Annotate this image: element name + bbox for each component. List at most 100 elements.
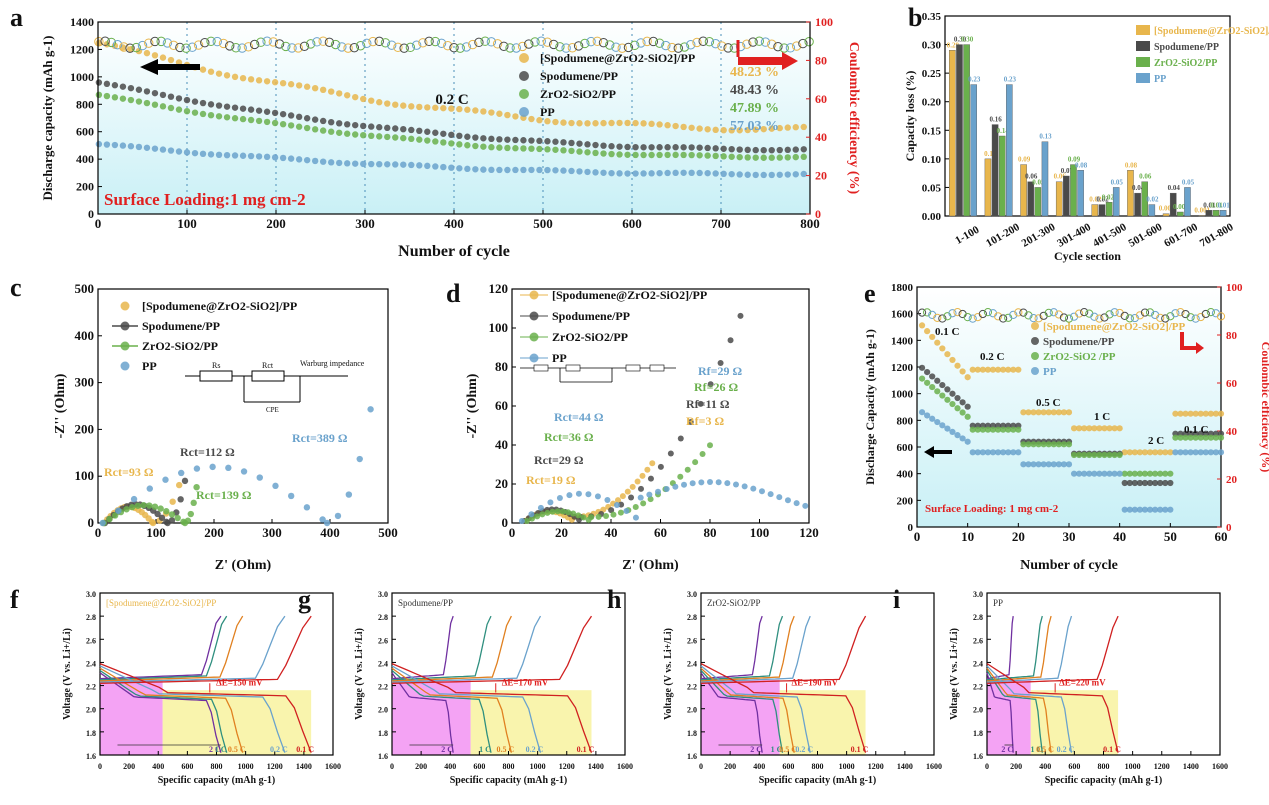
capacity-point bbox=[287, 81, 295, 88]
x-tick-label: 500 bbox=[378, 525, 398, 540]
retention-label: 48.43 % bbox=[730, 83, 779, 98]
capacity-point bbox=[1065, 409, 1073, 416]
capacity-point bbox=[496, 166, 503, 174]
nyquist-point bbox=[178, 469, 185, 477]
capacity-point bbox=[424, 104, 431, 111]
x-tick-label: 1000 bbox=[1125, 762, 1141, 771]
x-axis-title: Cycle section bbox=[1054, 249, 1121, 263]
capacity-point bbox=[1010, 449, 1017, 456]
capacity-point bbox=[560, 139, 567, 146]
bar bbox=[1205, 210, 1213, 217]
capacity-point bbox=[408, 126, 415, 134]
capacity-point bbox=[949, 390, 956, 397]
efficiency-point bbox=[917, 308, 927, 317]
capacity-point bbox=[1106, 425, 1113, 432]
capacity-point bbox=[1212, 410, 1220, 417]
nyquist-point bbox=[134, 502, 142, 509]
capacity-point bbox=[319, 127, 327, 134]
c1-region bbox=[987, 679, 1031, 755]
capacity-point bbox=[918, 364, 926, 371]
x-tick-label: 500 bbox=[533, 216, 553, 231]
capacity-point bbox=[568, 147, 575, 155]
efficiency-point bbox=[181, 43, 191, 53]
capacity-point bbox=[969, 366, 976, 373]
capacity-point bbox=[592, 149, 599, 157]
capacity-point bbox=[384, 133, 391, 141]
capacity-point bbox=[528, 166, 535, 174]
efficiency-point bbox=[611, 42, 621, 52]
efficiency-point bbox=[150, 36, 160, 47]
legend-label: [Spodumene@ZrO2-SiO2]/PP bbox=[540, 51, 695, 65]
panel-e: e0 10 20 30 40 50 6002004006008001000120014001… bbox=[863, 279, 1269, 573]
capacity-point bbox=[924, 328, 931, 335]
capacity-point bbox=[335, 129, 343, 136]
y-tick-label: 0.35 bbox=[922, 11, 942, 23]
efficiency-point bbox=[125, 43, 135, 53]
efficiency-point bbox=[542, 37, 553, 47]
capacity-point bbox=[143, 88, 151, 95]
y-tick-label: 1400 bbox=[70, 15, 94, 29]
nyquist-point bbox=[715, 479, 722, 486]
rct-label: Rct=112 Ω bbox=[180, 445, 235, 459]
capacity-point bbox=[1116, 451, 1123, 459]
capacity-point bbox=[939, 381, 946, 389]
capacity-point bbox=[760, 125, 767, 133]
y-tick-label: 1200 bbox=[70, 42, 94, 56]
resistor-rct bbox=[251, 370, 285, 382]
capacity-point bbox=[1187, 434, 1194, 441]
capacity-point bbox=[592, 169, 599, 176]
capacity-point bbox=[1086, 451, 1093, 459]
capacity-point bbox=[1192, 410, 1199, 417]
nyquist-point bbox=[323, 519, 331, 527]
capacity-point bbox=[1177, 434, 1184, 441]
capacity-point bbox=[440, 139, 447, 146]
capacity-point bbox=[656, 151, 663, 159]
nyquist-point bbox=[193, 483, 200, 491]
efficiency-point bbox=[119, 42, 129, 52]
efficiency-point bbox=[623, 42, 634, 53]
capacity-point bbox=[944, 386, 951, 393]
capacity-point bbox=[1096, 470, 1103, 477]
capacity-point bbox=[464, 142, 471, 149]
capacity-point bbox=[1157, 506, 1164, 513]
discharge-curve bbox=[391, 672, 454, 753]
capacity-point bbox=[456, 132, 463, 140]
capacity-point bbox=[1152, 506, 1159, 513]
capacity-point bbox=[752, 171, 759, 179]
capacity-point bbox=[1111, 470, 1118, 477]
legend-label: [Spodumene@ZrO2-SiO2]/PP bbox=[1154, 26, 1269, 37]
x-tick-label: 600 bbox=[782, 762, 794, 771]
capacity-point bbox=[672, 151, 679, 159]
nyquist-point bbox=[176, 481, 183, 489]
y-tick-label: 0.20 bbox=[922, 97, 942, 109]
rate-label: 0.2 C bbox=[980, 351, 1005, 363]
capacity-point bbox=[1045, 409, 1052, 416]
legend-label: ZrO2-SiO2/PP bbox=[540, 87, 616, 101]
discharge-curve bbox=[391, 665, 542, 753]
nyquist-point bbox=[367, 406, 374, 413]
capacity-point bbox=[984, 426, 992, 433]
y-tick-label: 120 bbox=[489, 281, 509, 296]
x-tick-label: 1000 bbox=[530, 762, 546, 771]
legend-label: ZrO2-SiO2/PP bbox=[1154, 58, 1217, 69]
efficiency-point bbox=[443, 41, 453, 51]
y-tick-label: 2.0 bbox=[86, 706, 96, 715]
efficiency-point bbox=[791, 41, 802, 51]
capacity-point bbox=[167, 93, 175, 100]
y-tick-label: 40 bbox=[495, 437, 508, 452]
bar-value-label: 0.09 bbox=[1068, 156, 1081, 164]
rate-label: 2 C bbox=[1148, 435, 1164, 447]
bar bbox=[1162, 213, 1170, 217]
bar-value-label: 0.04 bbox=[1168, 184, 1181, 192]
nyquist-point bbox=[784, 497, 791, 504]
efficiency-point bbox=[963, 313, 972, 322]
y-tick-label: 2.4 bbox=[687, 659, 697, 668]
capacity-point bbox=[456, 165, 463, 172]
capacity-point bbox=[1040, 441, 1047, 448]
capacity-point bbox=[287, 155, 295, 162]
capacity-point bbox=[319, 158, 327, 165]
capacity-point bbox=[979, 449, 986, 456]
y-tick-label: 80 bbox=[1226, 330, 1238, 342]
nyquist-point bbox=[115, 507, 122, 514]
legend-marker bbox=[1031, 337, 1039, 345]
